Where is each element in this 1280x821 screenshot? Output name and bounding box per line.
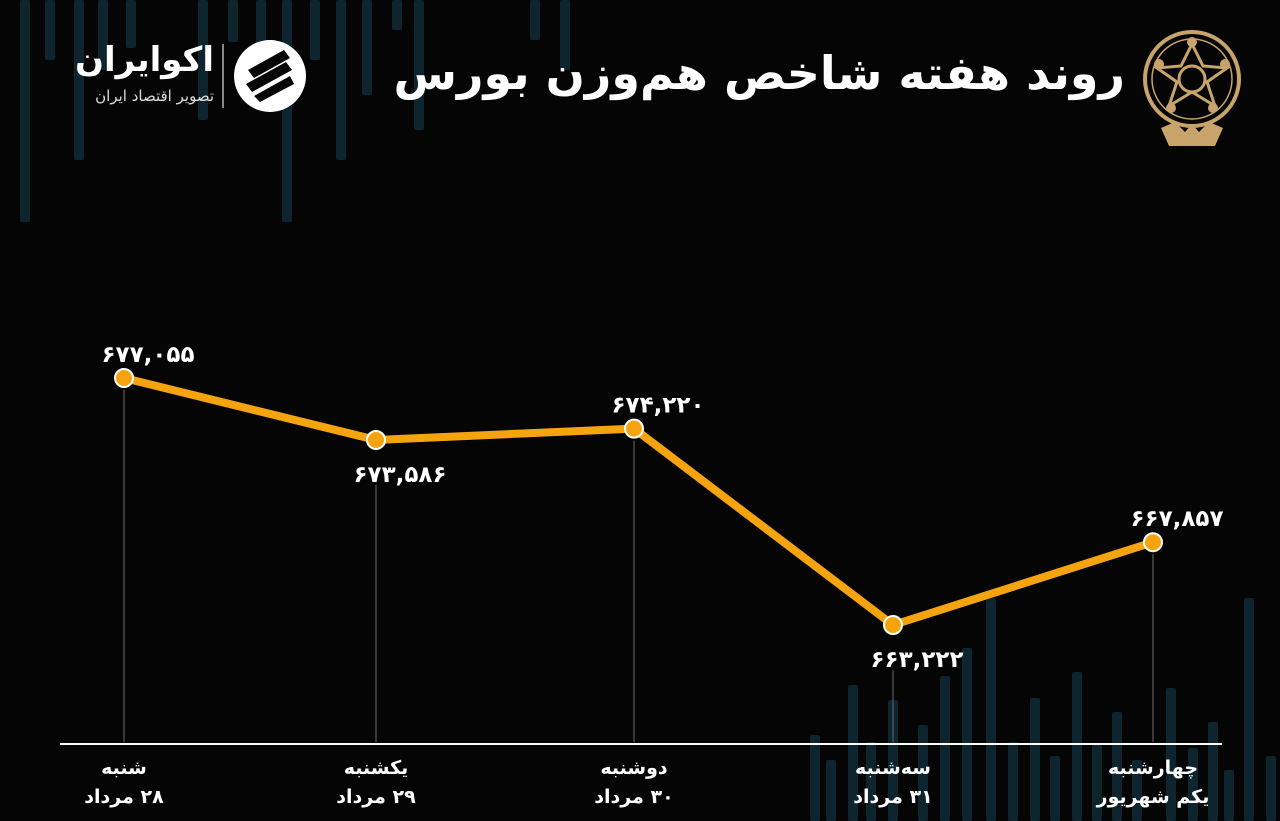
background-bar: [1208, 722, 1218, 821]
data-labels: ۶۷۷,۰۵۵ ۶۷۳,۵۸۶ ۶۷۴,۲۲۰ ۶۶۳,۲۲۲ ۶۶۷,۸۵۷: [102, 342, 1224, 673]
ecoiran-stripes-logo-icon: [234, 40, 306, 112]
data-point: [114, 368, 134, 388]
background-bar: [962, 648, 972, 821]
data-points: [114, 368, 1163, 635]
background-bar: [45, 0, 55, 60]
data-label: ۶۷۴,۲۲۰: [612, 393, 705, 419]
background-bar: [1030, 698, 1040, 821]
x-tick-labels: شنبه ۲۸ مرداد یکشنبه ۲۹ مرداد دوشنبه ۳۰ مرداد…: [84, 757, 1209, 808]
vertical-guide-lines: [123, 390, 1154, 742]
background-bar: [392, 0, 402, 30]
background-bar: [1132, 760, 1142, 821]
background-bar: [986, 598, 996, 821]
brand-block: اکوایران تصویر اقتصاد ایران: [52, 38, 312, 118]
background-bar: [1244, 598, 1254, 821]
x-tick-day: سه‌شنبه: [855, 757, 931, 779]
x-tick-date: ۳۱ مرداد: [853, 786, 932, 808]
data-point: [1143, 532, 1163, 553]
background-bar: [1224, 770, 1234, 821]
brand-divider: [222, 44, 224, 108]
background-bar: [198, 0, 208, 120]
x-tick-day: شنبه: [101, 757, 147, 779]
background-bar: [414, 0, 424, 130]
data-label: ۶۷۳,۵۸۶: [354, 462, 447, 488]
background-bar: [20, 0, 30, 222]
data-point: [366, 429, 386, 450]
brand-tagline: تصویر اقتصاد ایران: [95, 87, 214, 105]
x-tick-day: دوشنبه: [600, 757, 668, 779]
background-bar: [1188, 748, 1198, 821]
background-bar: [1092, 745, 1102, 821]
background-bar: [74, 0, 84, 160]
tehran-stock-exchange-seal-icon: [1143, 30, 1241, 146]
brand-name: اکوایران: [75, 40, 214, 80]
x-tick-day: یکشنبه: [344, 757, 409, 779]
background-bar: [918, 725, 928, 821]
background-bar: [362, 0, 372, 95]
data-point: [883, 615, 903, 635]
data-label: ۶۶۳,۲۲۲: [871, 647, 964, 673]
background-bar: [126, 0, 136, 48]
background-bar: [866, 742, 876, 821]
x-tick-date: یکم شهریور: [1096, 786, 1210, 808]
data-point: [624, 418, 644, 439]
background-bar: [98, 0, 108, 70]
data-label: ۶۶۷,۸۵۷: [1131, 506, 1224, 532]
background-bar: [888, 700, 898, 821]
page-title: روند هفته شاخص هم‌وزن بورس: [393, 46, 1125, 100]
x-tick-date: ۲۸ مرداد: [84, 786, 164, 808]
background-bar: [810, 735, 820, 821]
x-tick-date: ۲۹ مرداد: [336, 786, 416, 808]
background-bar: [826, 760, 836, 821]
background-bar: [336, 0, 346, 160]
background-bar: [1050, 756, 1060, 821]
background-bar: [310, 0, 320, 60]
data-label: ۶۷۷,۰۵۵: [102, 342, 195, 368]
background-bar: [560, 0, 570, 70]
background-bar: [1166, 688, 1176, 821]
background-bar: [1072, 672, 1082, 821]
background-bar: [1112, 712, 1122, 821]
x-tick-day: چهارشنبه: [1108, 757, 1198, 779]
background-bar: [1266, 756, 1276, 821]
x-tick-date: ۳۰ مرداد: [594, 786, 673, 808]
background-bar: [530, 0, 540, 40]
background-bar: [228, 0, 238, 42]
background-bar: [848, 685, 858, 821]
background-bar: [940, 676, 950, 821]
background-bar: [1008, 742, 1018, 821]
